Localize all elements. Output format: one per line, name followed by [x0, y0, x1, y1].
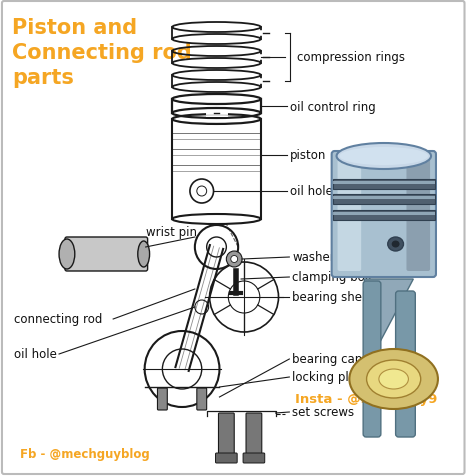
FancyBboxPatch shape	[396, 291, 415, 437]
FancyBboxPatch shape	[65, 238, 147, 271]
Text: bearing cap: bearing cap	[292, 353, 363, 366]
FancyBboxPatch shape	[243, 453, 265, 463]
FancyBboxPatch shape	[2, 2, 465, 474]
Text: clamping bolt: clamping bolt	[292, 271, 373, 284]
Text: compression rings: compression rings	[297, 51, 405, 64]
Text: oil hole: oil hole	[14, 348, 57, 361]
Text: oil hole: oil hole	[290, 185, 333, 198]
Text: bearing shells: bearing shells	[292, 291, 375, 304]
Text: oil control ring: oil control ring	[290, 100, 376, 113]
FancyBboxPatch shape	[219, 413, 234, 455]
FancyBboxPatch shape	[333, 182, 435, 185]
Ellipse shape	[339, 148, 428, 166]
Ellipse shape	[337, 144, 431, 169]
Ellipse shape	[379, 369, 409, 389]
Ellipse shape	[392, 241, 400, 248]
Text: locking plate: locking plate	[292, 371, 368, 384]
FancyBboxPatch shape	[333, 195, 435, 205]
FancyBboxPatch shape	[332, 152, 436, 278]
FancyBboxPatch shape	[157, 388, 167, 410]
FancyBboxPatch shape	[333, 210, 435, 220]
FancyBboxPatch shape	[363, 281, 381, 437]
Text: wrist pin: wrist pin	[146, 226, 197, 239]
Ellipse shape	[349, 349, 438, 409]
Text: Fb - @mechguyblog: Fb - @mechguyblog	[20, 447, 149, 461]
FancyBboxPatch shape	[216, 453, 237, 463]
Text: connecting rod: connecting rod	[14, 313, 102, 326]
Text: piston: piston	[290, 149, 327, 162]
Ellipse shape	[59, 239, 75, 269]
FancyBboxPatch shape	[406, 158, 430, 271]
Ellipse shape	[138, 241, 150, 268]
FancyBboxPatch shape	[333, 179, 435, 189]
FancyBboxPatch shape	[197, 388, 207, 410]
Text: washer: washer	[292, 251, 335, 264]
FancyBboxPatch shape	[337, 158, 361, 271]
Text: set screws: set screws	[292, 406, 355, 418]
FancyBboxPatch shape	[246, 413, 262, 455]
Text: Piston and
Connecting rod
parts: Piston and Connecting rod parts	[12, 18, 191, 88]
FancyBboxPatch shape	[333, 213, 435, 216]
FancyBboxPatch shape	[333, 197, 435, 199]
Circle shape	[231, 256, 237, 263]
Circle shape	[227, 251, 242, 268]
Polygon shape	[364, 279, 413, 344]
Ellipse shape	[366, 360, 421, 398]
Ellipse shape	[388, 238, 403, 251]
Text: Insta - @mechguy9: Insta - @mechguy9	[295, 393, 438, 406]
